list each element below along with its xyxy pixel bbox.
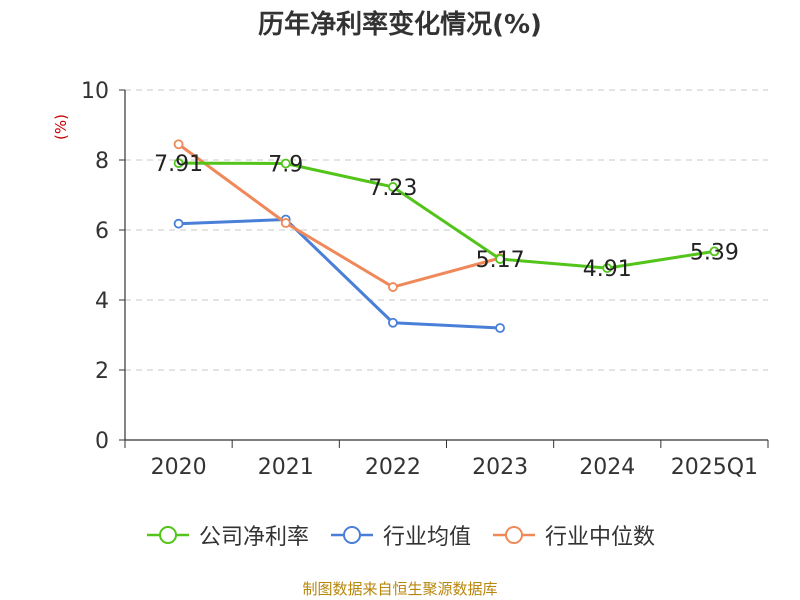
data-label: 4.91: [583, 257, 632, 282]
series-line: [177, 143, 501, 289]
data-point: [495, 254, 505, 264]
series-line: [178, 218, 501, 330]
y-tick-label: 8: [95, 149, 109, 174]
legend-item-industry-median[interactable]: 行业中位数: [491, 519, 655, 551]
legend-label: 公司净利率: [198, 525, 309, 550]
x-tick-label: 2020: [151, 455, 207, 480]
legend: 公司净利率 行业均值 行业中位数: [0, 519, 800, 551]
data-point: [602, 263, 613, 274]
data-point: [495, 323, 505, 333]
data-point: [280, 158, 291, 169]
data-point: [388, 317, 398, 328]
data-point: [173, 218, 184, 229]
y-tick-label: 2: [95, 359, 109, 384]
data-point: [388, 282, 398, 292]
legend-line-marker-icon: [146, 526, 189, 544]
series-line: [178, 161, 715, 270]
legend-item-company-net-margin[interactable]: 公司净利率: [145, 519, 309, 551]
data-point: [173, 139, 184, 150]
data-source-note: 制图数据来自恒生聚源数据库: [302, 580, 498, 598]
chart-title: 历年净利率变化情况(%): [258, 10, 542, 40]
data-point: [709, 246, 720, 257]
x-tick-label: 2024: [579, 455, 635, 480]
x-tick-label: 2023: [472, 455, 528, 480]
grid-layer: [125, 89, 768, 371]
series-layer: [173, 139, 720, 333]
legend-line-marker-icon: [330, 526, 373, 544]
y-tick-label: 6: [95, 219, 109, 244]
data-point: [280, 218, 291, 228]
y-tick-label: 0: [95, 429, 109, 454]
legend-item-industry-average[interactable]: 行业均值: [329, 519, 471, 551]
data-label: 7.91: [154, 152, 203, 177]
y-tick-label: 10: [81, 79, 109, 104]
data-label: 7.23: [368, 176, 417, 201]
legend-line-marker-icon: [493, 526, 535, 544]
y-tick-label: 4: [95, 289, 109, 314]
legend-label: 行业均值: [382, 525, 471, 550]
x-tick-label: 2021: [258, 455, 314, 480]
legend-label: 行业中位数: [545, 525, 656, 550]
x-tick-label: 2025Q1: [671, 455, 758, 480]
data-point: [173, 158, 184, 169]
axis-layer: 0 2 4 6 8 10 2020 2021 2022 2023 2024 2025Q1: [81, 79, 769, 480]
x-tick-label: 2022: [365, 455, 421, 480]
data-label-layer: 7.91 7.9 7.23 5.17 4.91 5.39: [154, 152, 739, 282]
data-label: 7.9: [268, 153, 303, 178]
data-point: [388, 182, 398, 192]
data-label: 5.39: [690, 240, 739, 265]
data-label: 5.17: [476, 248, 525, 273]
